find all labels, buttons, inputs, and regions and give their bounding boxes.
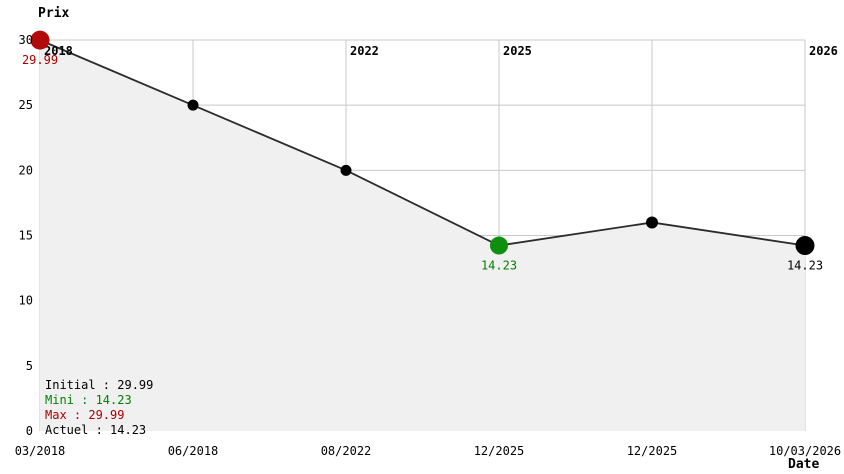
y-axis-title: Prix: [38, 6, 69, 21]
legend-line: Initial : 29.99: [45, 378, 153, 392]
x-axis-title: Date: [788, 457, 819, 472]
legend-line: Max : 29.99: [45, 408, 124, 422]
data-point-dot: [340, 164, 352, 176]
year-label: 2025: [503, 44, 532, 58]
year-label: 2022: [350, 44, 379, 58]
y-tick-label: 25: [19, 98, 33, 112]
x-tick-label: 03/2018: [15, 444, 66, 458]
x-tick-label: 12/2025: [627, 444, 678, 458]
data-point-dot: [795, 236, 815, 256]
year-label: 2018: [44, 44, 73, 58]
data-point-dot: [30, 30, 50, 50]
point-value-label: 29.99: [22, 53, 58, 67]
y-tick-label: 0: [26, 424, 33, 438]
data-point-dot: [490, 236, 508, 255]
x-tick-label: 08/2022: [321, 444, 372, 458]
area-fill: [40, 40, 805, 431]
x-tick-label: 06/2018: [168, 444, 219, 458]
y-tick-label: 10: [19, 294, 33, 308]
price-line: [39, 39, 806, 247]
data-point-dot: [646, 216, 658, 229]
x-tick-label: 10/03/2026: [769, 444, 841, 458]
y-tick-label: 5: [26, 359, 33, 373]
legend-line: Mini : 14.23: [45, 393, 132, 407]
legend-line: Actuel : 14.23: [45, 423, 146, 437]
point-value-label: 14.23: [481, 259, 517, 273]
data-point-dot: [187, 99, 199, 111]
x-tick-label: 12/2025: [474, 444, 525, 458]
year-label: 2026: [809, 44, 838, 58]
y-tick-label: 30: [19, 33, 33, 47]
y-tick-label: 20: [19, 163, 33, 177]
point-value-label: 14.23: [787, 259, 823, 273]
y-tick-label: 15: [19, 229, 33, 243]
